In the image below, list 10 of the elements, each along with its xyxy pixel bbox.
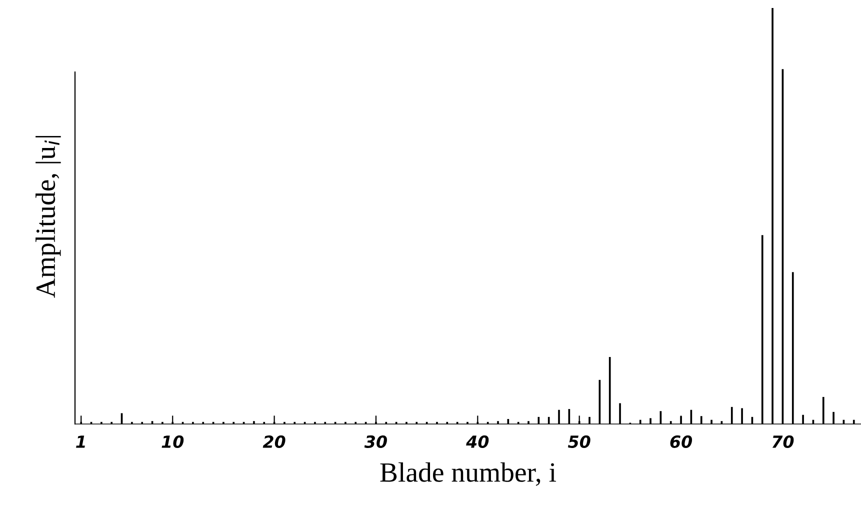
x-tick-label: 30 (364, 435, 387, 448)
x-tick-label: 40 (466, 435, 489, 448)
x-tick-label: 10 (162, 435, 184, 448)
x-tick-label: 20 (262, 435, 286, 448)
x-axis-title: Blade number, i (380, 462, 556, 486)
x-tick-label: 70 (772, 435, 794, 448)
x-tick-label: 50 (568, 435, 590, 448)
y-axis-title: Amplitude, |u$_{i}$| (36, 136, 61, 298)
x-tick-label: 60 (670, 435, 692, 448)
x-tick-label: 1 (76, 436, 85, 448)
